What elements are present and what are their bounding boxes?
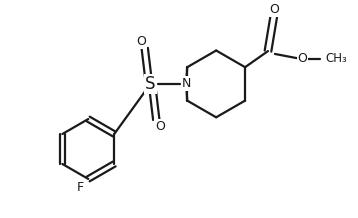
- Text: O: O: [269, 3, 279, 16]
- Text: F: F: [77, 181, 84, 194]
- Text: N: N: [182, 77, 191, 90]
- Text: O: O: [155, 120, 165, 133]
- Text: CH₃: CH₃: [325, 52, 347, 65]
- Text: S: S: [145, 75, 156, 93]
- Text: O: O: [297, 52, 308, 65]
- Text: O: O: [136, 35, 146, 48]
